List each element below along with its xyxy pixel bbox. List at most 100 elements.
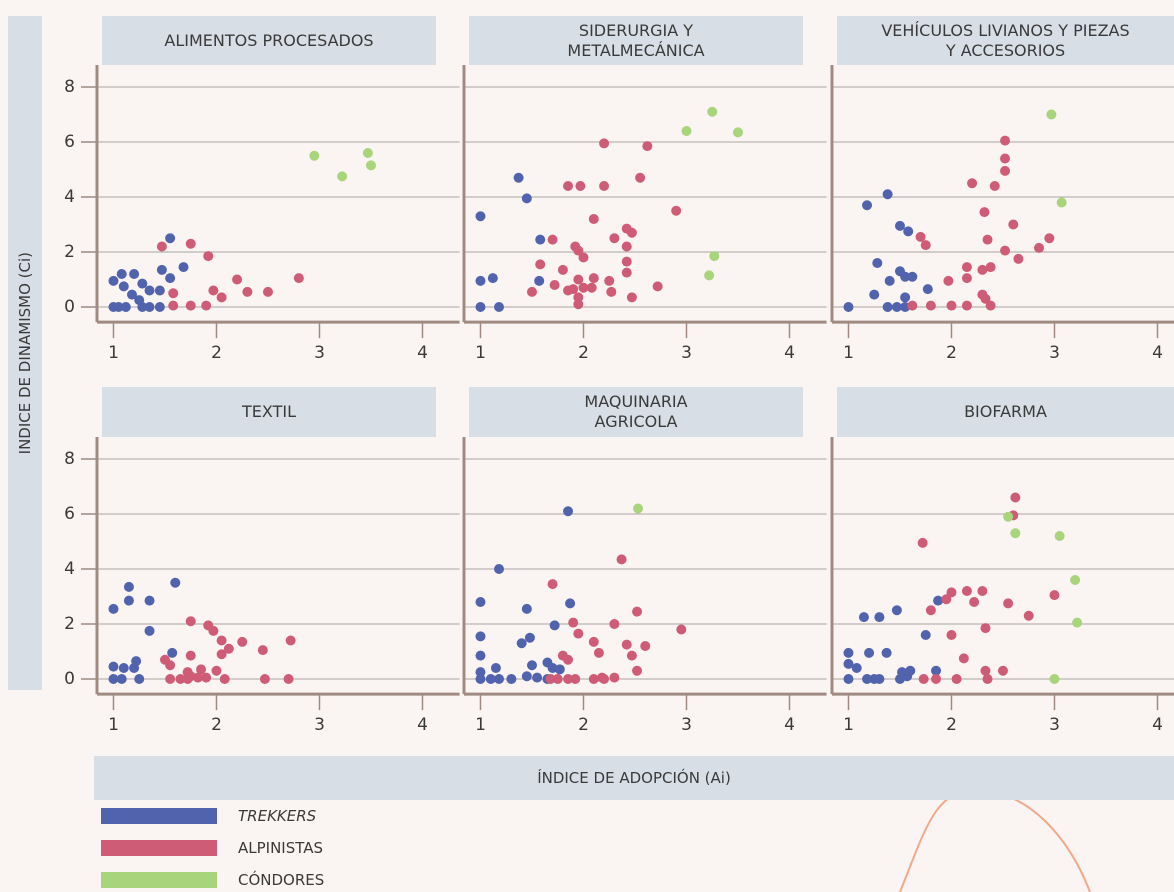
point — [178, 262, 189, 273]
point — [165, 273, 176, 284]
point — [283, 674, 294, 684]
point — [843, 302, 854, 312]
x-tick-label: 3 — [1049, 343, 1060, 363]
point — [1000, 153, 1011, 164]
point — [216, 649, 227, 660]
point — [257, 645, 268, 656]
point — [989, 181, 1000, 191]
point — [1000, 245, 1011, 256]
point — [946, 587, 957, 598]
point — [941, 594, 952, 605]
point — [609, 619, 620, 629]
point — [573, 245, 584, 256]
point — [586, 282, 597, 293]
point — [633, 503, 644, 514]
point — [362, 148, 373, 158]
point — [573, 274, 584, 285]
point — [185, 650, 196, 661]
point — [475, 631, 486, 642]
point — [1000, 165, 1011, 176]
point — [185, 616, 196, 627]
point — [242, 286, 253, 297]
point — [642, 141, 653, 152]
point — [946, 300, 957, 311]
point — [490, 663, 501, 673]
point — [588, 674, 599, 684]
point — [259, 674, 270, 684]
point — [707, 106, 718, 117]
point — [640, 641, 651, 651]
point — [494, 564, 505, 574]
point — [526, 286, 537, 297]
point — [881, 647, 892, 658]
point — [573, 628, 584, 639]
point — [123, 581, 134, 592]
point — [170, 577, 181, 588]
point — [874, 612, 885, 623]
point — [475, 650, 486, 661]
x-tick-label: 4 — [1152, 343, 1163, 363]
x-tick-label: 4 — [417, 343, 428, 363]
point — [185, 300, 196, 311]
point — [563, 674, 574, 684]
point — [1070, 575, 1081, 585]
point — [513, 172, 524, 183]
point — [872, 258, 883, 268]
point — [535, 234, 546, 245]
point — [144, 595, 155, 606]
point — [732, 127, 743, 138]
point — [168, 288, 179, 299]
y-tick-label: 4 — [64, 559, 75, 579]
point — [475, 674, 486, 684]
point — [1034, 242, 1045, 253]
point — [671, 205, 682, 216]
point — [526, 660, 537, 671]
point — [144, 625, 155, 636]
point — [632, 606, 643, 617]
point — [165, 660, 176, 671]
point — [985, 300, 996, 311]
point — [216, 292, 227, 303]
point — [961, 300, 972, 311]
point — [1000, 135, 1011, 146]
point — [144, 302, 155, 312]
point — [982, 674, 993, 684]
point — [599, 181, 610, 191]
x-tick-label: 1 — [843, 715, 854, 735]
point — [980, 665, 991, 676]
point — [175, 674, 186, 684]
x-tick-label: 1 — [475, 343, 486, 363]
point — [223, 643, 234, 654]
point — [201, 300, 212, 311]
point — [116, 674, 127, 684]
point — [681, 126, 692, 136]
point — [475, 667, 486, 678]
panel: 1 2 3 4 — [830, 437, 1174, 735]
x-tick-label: 1 — [475, 715, 486, 735]
x-tick-label: 3 — [1049, 715, 1060, 735]
point — [920, 630, 931, 640]
panel: 1 2 3 4 — [462, 437, 827, 735]
point — [201, 672, 212, 683]
point — [208, 285, 219, 296]
point — [925, 300, 936, 311]
point — [167, 647, 178, 658]
point — [563, 506, 574, 517]
point — [967, 178, 978, 189]
x-tick-label: 1 — [108, 715, 119, 735]
point — [137, 278, 148, 289]
point — [922, 284, 933, 295]
x-tick-label: 1 — [843, 343, 854, 363]
y-tick-label: 6 — [64, 504, 75, 524]
point — [997, 665, 1008, 676]
point — [593, 647, 604, 658]
y-tick-label: 4 — [64, 187, 75, 207]
point — [931, 674, 942, 684]
point — [485, 674, 496, 684]
point — [843, 658, 854, 669]
point — [1023, 610, 1034, 621]
point — [621, 256, 632, 267]
point — [621, 639, 632, 650]
point — [219, 674, 230, 684]
